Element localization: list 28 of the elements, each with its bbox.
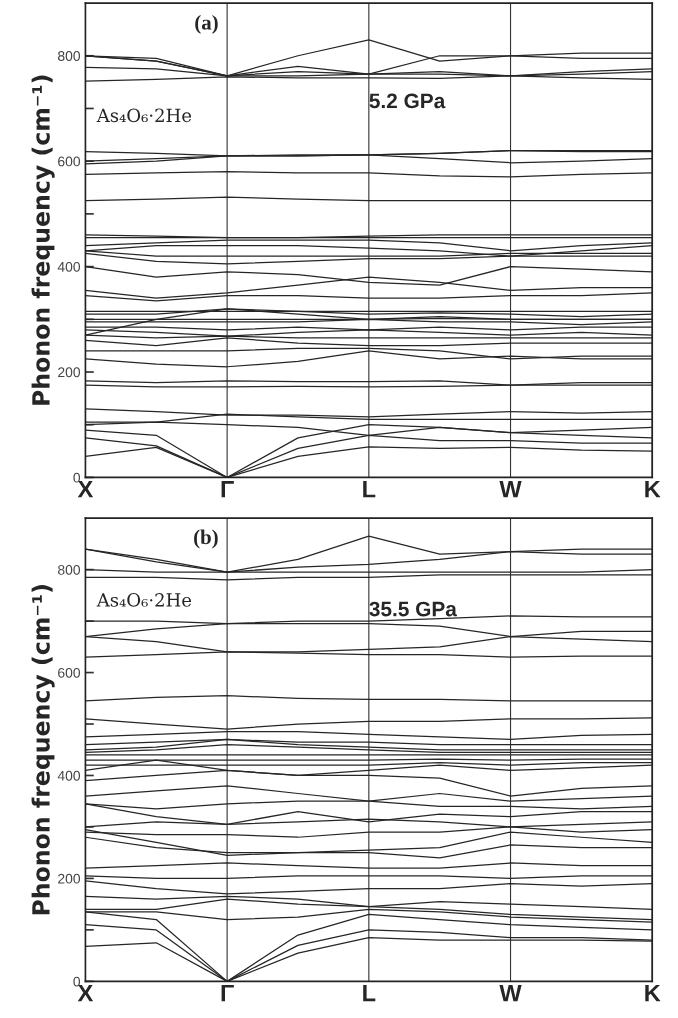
y-axis-title: Phonon frequency (cm⁻¹) [31, 585, 55, 915]
x-tick-label: X [77, 985, 94, 1002]
annotation: 5.2 GPa [369, 93, 446, 109]
annotation: 35.5 GPa [369, 601, 457, 617]
annotation: (a) [195, 14, 218, 34]
x-tick-label: K [645, 481, 661, 498]
annotation: As₄O₆·2He [96, 593, 192, 607]
y-tick-label: 800 [58, 51, 81, 61]
x-tick-label: L [363, 481, 376, 498]
y-tick-label: 200 [58, 367, 81, 378]
y-tick-label: 400 [57, 770, 81, 781]
annotation: (b) [194, 529, 218, 549]
y-tick-label: 200 [58, 873, 81, 884]
y-tick-label: 0 [73, 976, 81, 987]
annotation: As₄O₆·2He [96, 108, 192, 123]
y-tick-label: 800 [58, 564, 81, 575]
x-tick-label: W [499, 481, 522, 498]
y-tick-label: 400 [57, 261, 81, 272]
x-tick-label: K [645, 985, 661, 1002]
x-tick-label: W [499, 985, 522, 1002]
y-axis-title: Phonon frequency (cm⁻¹) [31, 75, 55, 405]
x-tick-label: L [363, 985, 376, 1002]
y-tick-label: 0 [73, 472, 81, 483]
y-tick-label: 600 [58, 156, 81, 167]
y-tick-label: 600 [58, 667, 81, 678]
x-tick-label: Γ [221, 985, 234, 1002]
x-tick-label: X [77, 481, 94, 498]
x-tick-label: Γ [221, 481, 234, 498]
